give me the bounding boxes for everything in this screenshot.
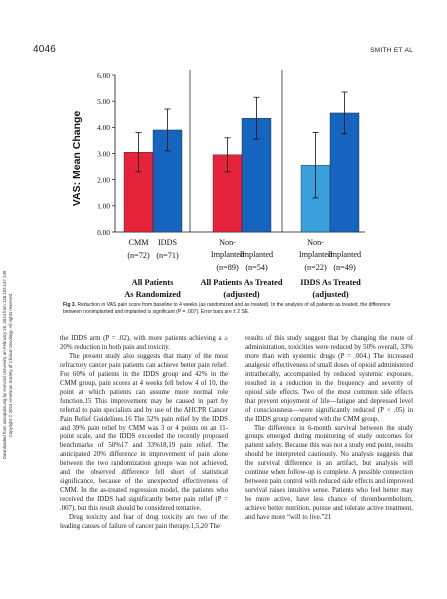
paragraph: Drug toxicity and fear of drug toxicity … (60, 514, 228, 531)
category-label: Non- (307, 238, 324, 247)
body-column-right: results of this study suggest that by ch… (245, 335, 413, 523)
running-head: SMITH ET AL (370, 47, 413, 54)
y-tick-label: 2.00 (97, 175, 110, 184)
paragraph: the IDDS arm (P = .02), with more patien… (60, 335, 228, 351)
page-number: 4046 (33, 44, 57, 55)
y-tick-label: 6.00 (97, 71, 110, 80)
body-column-left: the IDDS arm (P = .02), with more patien… (60, 335, 228, 532)
sample-size-label: (n=71) (156, 251, 179, 260)
category-label: CMM (128, 238, 149, 247)
category-label: Implanted (211, 250, 244, 259)
group-label: All Patients As Treated (200, 278, 282, 287)
caption-text: Reduction in VAS pain score from baselin… (63, 302, 391, 315)
vas-bar-chart: 0.00 1.00 2.00 3.00 4.00 5.00 6.00 VAS: Mean Ch… (71, 70, 365, 299)
group-label: IDDS As Treated (300, 278, 361, 287)
sample-size-label: (n=54) (245, 263, 268, 272)
y-tick-label: 5.00 (97, 97, 110, 106)
y-axis-label: VAS: Mean Change (71, 111, 83, 207)
category-label: IDDS (158, 238, 178, 247)
category-label: Implanted (328, 250, 361, 259)
y-tick-label: 3.00 (97, 149, 110, 158)
paragraph: results of this study suggest that by ch… (245, 335, 413, 423)
paragraph: The present study also suggests that man… (60, 352, 228, 513)
group-label: (adjusted) (312, 290, 349, 299)
figure-caption: Fig 3. Reduction in VAS pain score from … (63, 302, 409, 315)
caption-label: Fig 3. (63, 302, 77, 308)
sample-size-label: (n=72) (127, 251, 150, 260)
sample-size-label: (n=89) (216, 263, 239, 272)
y-tick-label: 0.00 (97, 228, 110, 237)
paragraph: The difference in 6-month survival betwe… (245, 424, 413, 522)
y-tick-label: 4.00 (97, 123, 110, 132)
category-label: Implanted (240, 250, 273, 259)
category-label: Non- (219, 238, 236, 247)
category-label: Implanted (299, 250, 332, 259)
sample-size-label: (n=22) (304, 263, 327, 272)
group-label: (adjusted) (223, 290, 260, 299)
group-label: All Patients (132, 278, 174, 287)
group-label: As Randomized (124, 290, 181, 299)
sample-size-label: (n=49) (333, 263, 356, 272)
y-tick-label: 1.00 (97, 202, 110, 211)
